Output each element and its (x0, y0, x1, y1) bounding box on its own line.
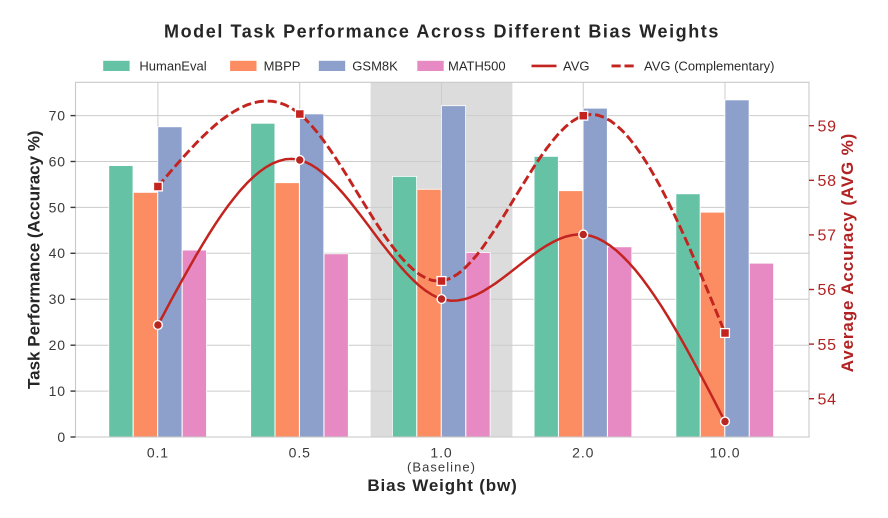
svg-text:10.0: 10.0 (710, 444, 741, 460)
svg-text:58: 58 (818, 173, 837, 190)
svg-text:70: 70 (49, 108, 66, 124)
svg-text:GSM8K: GSM8K (352, 58, 398, 73)
svg-text:2.0: 2.0 (572, 444, 594, 460)
svg-text:56: 56 (818, 282, 837, 299)
svg-text:57: 57 (818, 228, 837, 245)
svg-text:Average Accuracy (AVG %): Average Accuracy (AVG %) (838, 133, 857, 372)
svg-text:20: 20 (49, 337, 66, 353)
svg-text:Model Task Performance Across: Model Task Performance Across Different … (164, 22, 720, 42)
svg-text:HumanEval: HumanEval (139, 58, 206, 73)
svg-text:AVG (Complementary): AVG (Complementary) (644, 58, 775, 73)
svg-text:55: 55 (818, 337, 837, 354)
svg-text:AVG: AVG (563, 58, 590, 73)
svg-text:0: 0 (57, 429, 66, 445)
svg-text:Bias Weight (bw): Bias Weight (bw) (367, 476, 517, 495)
svg-text:30: 30 (49, 291, 66, 307)
svg-text:50: 50 (49, 199, 66, 215)
svg-text:0.1: 0.1 (147, 444, 169, 460)
svg-text:MATH500: MATH500 (448, 58, 506, 73)
svg-text:Task Performance (Accuracy %): Task Performance (Accuracy %) (25, 130, 44, 389)
svg-text:MBPP: MBPP (264, 58, 301, 73)
svg-text:1.0: 1.0 (430, 444, 452, 460)
svg-text:40: 40 (49, 245, 66, 261)
svg-text:54: 54 (818, 391, 837, 408)
svg-text:10: 10 (49, 383, 66, 399)
svg-text:(Baseline): (Baseline) (407, 460, 476, 475)
svg-text:59: 59 (818, 118, 837, 135)
svg-text:60: 60 (49, 153, 66, 169)
svg-text:0.5: 0.5 (289, 444, 311, 460)
